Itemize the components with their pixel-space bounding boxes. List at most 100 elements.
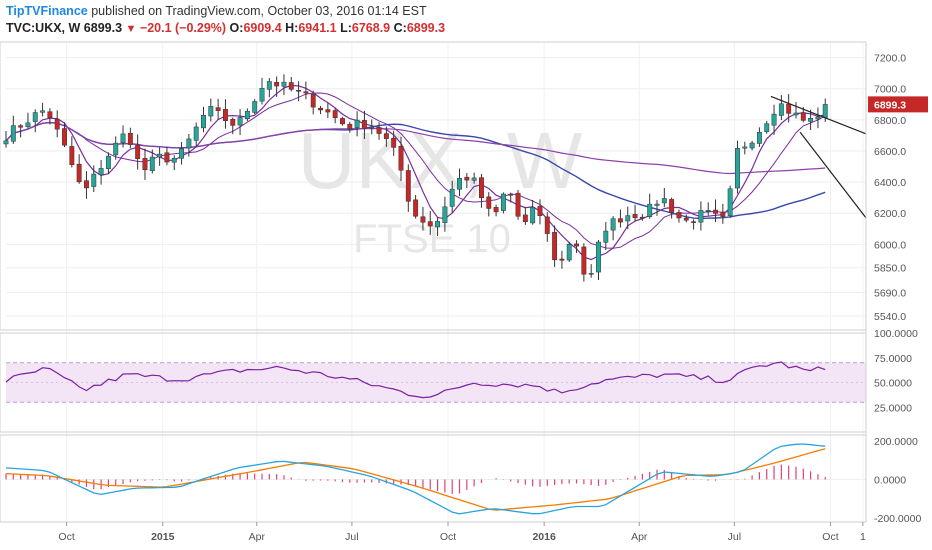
candle-body bbox=[383, 133, 389, 139]
price-tick-label: 5850.0 bbox=[874, 263, 906, 275]
candle-body bbox=[91, 173, 97, 187]
candle-body bbox=[281, 81, 287, 87]
price-change: −20.1 (−0.29%) bbox=[139, 21, 227, 35]
candle-body bbox=[427, 221, 433, 227]
candle-body bbox=[135, 144, 141, 160]
rsi-tick-label: 75.0000 bbox=[874, 353, 912, 365]
low-value: 6768.9 bbox=[351, 21, 391, 35]
candle-body bbox=[288, 82, 294, 90]
rsi-tick-label: 50.0000 bbox=[874, 378, 912, 390]
candle-body bbox=[574, 243, 579, 247]
price-tick-label: 6200.0 bbox=[874, 208, 906, 220]
candle-body bbox=[54, 118, 60, 130]
candle-body bbox=[230, 119, 236, 126]
candle-body bbox=[778, 103, 784, 116]
candle-body bbox=[391, 137, 397, 148]
candle-body bbox=[113, 142, 119, 156]
last-price: 6899.3 bbox=[83, 21, 123, 35]
candle-body bbox=[720, 211, 726, 217]
candle-body bbox=[354, 119, 360, 128]
candle-body bbox=[171, 158, 177, 163]
candle-body bbox=[18, 125, 24, 128]
high-value: 6941.1 bbox=[298, 21, 337, 35]
candle-body bbox=[552, 231, 558, 261]
candle-body bbox=[369, 126, 375, 129]
rsi-tick-label: 100.0000 bbox=[874, 328, 918, 340]
candle-body bbox=[25, 122, 31, 128]
candle-body bbox=[500, 193, 506, 211]
candle-body bbox=[47, 111, 53, 118]
price-tick-label: 6400.0 bbox=[874, 177, 906, 189]
candle-body bbox=[405, 170, 411, 202]
time-tick-label: Oct bbox=[58, 531, 74, 543]
time-tick-label: Oct bbox=[822, 531, 838, 543]
time-tick-label: Oct bbox=[440, 531, 456, 543]
macd-signal-line bbox=[5, 448, 826, 511]
price-tick-label: 7000.0 bbox=[874, 84, 906, 96]
candle-body bbox=[222, 109, 228, 121]
trendlines bbox=[770, 95, 867, 219]
close-value: 6899.3 bbox=[406, 21, 446, 35]
time-tick-label: Apr bbox=[249, 531, 266, 543]
candle-body bbox=[639, 216, 645, 219]
candle-body bbox=[266, 81, 272, 90]
candle-body bbox=[566, 243, 572, 261]
candle-body bbox=[822, 104, 828, 118]
candle-body bbox=[149, 156, 155, 171]
ma-slow-line bbox=[5, 121, 826, 175]
candle-body bbox=[756, 131, 762, 144]
time-tick-label: Apr bbox=[631, 531, 648, 543]
time-tick-label: Jul bbox=[345, 531, 358, 543]
trendline-lower bbox=[799, 131, 867, 219]
candle-body bbox=[537, 206, 543, 216]
candle-body bbox=[727, 188, 733, 216]
candle-body bbox=[691, 221, 697, 223]
candle-body bbox=[32, 112, 38, 122]
candle-body bbox=[201, 114, 206, 129]
close-label: C: bbox=[393, 21, 407, 35]
candle-body bbox=[508, 194, 514, 196]
candle-body bbox=[544, 216, 550, 234]
candle-body bbox=[127, 132, 133, 145]
candle-body bbox=[244, 110, 250, 120]
candles[interactable] bbox=[3, 74, 828, 282]
candle-body bbox=[62, 128, 67, 146]
candle-body bbox=[69, 146, 75, 165]
time-tick-label: 1 bbox=[860, 531, 866, 543]
candle-body bbox=[376, 127, 382, 134]
candle-body bbox=[632, 214, 638, 219]
candle-body bbox=[193, 126, 199, 141]
down-arrow-icon: ▼ bbox=[125, 23, 137, 35]
candle-body bbox=[340, 118, 345, 125]
candle-body bbox=[252, 101, 258, 113]
candle-body bbox=[676, 212, 682, 219]
candle-body bbox=[705, 210, 711, 212]
candle-body bbox=[647, 203, 653, 217]
candle-body bbox=[98, 168, 104, 176]
publisher-name[interactable]: TipTVFinance bbox=[6, 4, 88, 18]
last-price-tag-label: 6899.3 bbox=[874, 99, 906, 111]
candle-body bbox=[105, 155, 111, 169]
candle-body bbox=[669, 199, 675, 213]
macd-line bbox=[5, 443, 826, 515]
price-tick-label: 5540.0 bbox=[874, 311, 906, 323]
candle-body bbox=[157, 153, 163, 158]
rsi-tick-label: 25.0000 bbox=[874, 402, 912, 414]
candle-body bbox=[493, 207, 499, 213]
published-info: published on TradingView.com, October 03… bbox=[91, 4, 427, 18]
candle-body bbox=[186, 138, 192, 149]
time-tick-label: 2016 bbox=[532, 531, 556, 543]
candle-body bbox=[515, 192, 521, 217]
candle-body bbox=[735, 148, 740, 189]
trendline-upper bbox=[770, 95, 867, 135]
candle-body bbox=[471, 177, 477, 181]
time-tick-label: 2015 bbox=[151, 531, 175, 543]
watermark-symbol: UKX, W bbox=[298, 116, 583, 205]
candle-body bbox=[442, 206, 448, 223]
low-label: L: bbox=[340, 21, 352, 35]
candle-body bbox=[683, 217, 689, 221]
candle-body bbox=[420, 216, 426, 223]
candle-body bbox=[142, 158, 148, 171]
candle-body bbox=[449, 188, 455, 207]
